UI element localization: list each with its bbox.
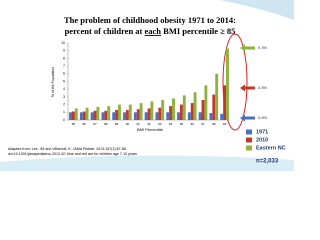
bar [226, 48, 229, 120]
bar [69, 112, 72, 120]
x-tick-label: 92 [147, 122, 151, 126]
bar [107, 106, 111, 120]
x-axis-label: BMI Percentile [137, 127, 164, 132]
arrow [240, 44, 255, 52]
bar [82, 111, 86, 120]
y-tick-label: 8 [63, 56, 65, 60]
x-tick-label: 94 [169, 122, 173, 126]
x-tick-label: 96 [191, 122, 195, 126]
x-tick-label: 95 [180, 122, 184, 126]
bar [96, 106, 100, 120]
bar [212, 94, 216, 120]
value-label: 4.5% [258, 85, 268, 90]
x-tick-label: 85 [72, 122, 76, 126]
legend-label: Eastern NC [256, 145, 286, 151]
y-tick-label: 1 [63, 110, 65, 114]
bar [150, 101, 154, 120]
bar [79, 112, 83, 120]
highlight-ellipse [222, 33, 248, 131]
legend-swatch [246, 129, 252, 135]
bar [155, 112, 159, 120]
bar [139, 103, 143, 120]
x-tick-label: 97 [201, 122, 205, 126]
bar [118, 104, 121, 120]
bar [133, 112, 137, 120]
bar [190, 103, 194, 120]
bar [123, 112, 126, 120]
y-tick-label: 6 [63, 72, 65, 76]
y-tick-label: 4 [63, 87, 65, 91]
y-tick-label: 5 [63, 79, 65, 83]
y-tick-label: 10 [61, 41, 65, 45]
bar [193, 92, 197, 120]
y-tick-label: 0 [63, 118, 65, 122]
bar [198, 112, 202, 120]
bar [201, 99, 205, 120]
bar [115, 109, 119, 120]
x-tick-label: 86 [83, 122, 87, 126]
bar [204, 85, 208, 120]
x-tick-label: 89 [115, 122, 119, 126]
bar [215, 73, 219, 120]
legend-label: 1971 [256, 129, 268, 135]
bar [172, 98, 175, 120]
bar [209, 113, 213, 120]
y-tick-label: 3 [63, 95, 65, 99]
bar [161, 99, 165, 120]
x-tick-label: 98 [212, 122, 216, 126]
bar [182, 95, 186, 120]
slide: The problem of childhood obesity 1971 to… [0, 0, 294, 171]
y-tick-label: 2 [63, 103, 65, 107]
y-tick-label: 7 [63, 64, 65, 68]
arrow [240, 114, 255, 122]
value-label: 9.3% [258, 45, 268, 50]
legend-swatch [246, 137, 252, 143]
title: percent of children at each BMI percenti… [65, 26, 236, 36]
legend-label: 2010 [256, 137, 268, 143]
bar [220, 113, 224, 120]
x-tick-label: 93 [158, 122, 162, 126]
title-emphasis: each [145, 26, 162, 36]
decor [0, 155, 294, 171]
bar [104, 110, 108, 120]
x-tick-label: 87 [93, 122, 97, 126]
arrow [240, 84, 255, 92]
bar [101, 112, 105, 120]
title-part: BMI percentile ≥ 85 [161, 26, 235, 36]
y-axis-label: % of the Population [51, 67, 55, 97]
x-tick-label: 91 [137, 122, 141, 126]
y-tick-label: 9 [63, 49, 65, 53]
bar [90, 112, 94, 120]
x-tick-label: 99 [223, 122, 227, 126]
bar [74, 108, 78, 120]
decor [220, 0, 294, 20]
value-label: 0.8% [258, 115, 268, 120]
bar [93, 110, 97, 120]
bar [169, 106, 173, 120]
bar [71, 111, 75, 120]
legend-swatch [246, 145, 252, 151]
bar [85, 107, 89, 120]
x-tick-label: 90 [126, 122, 130, 126]
title: The problem of childhood obesity 1971 to… [64, 15, 236, 25]
title-part: percent of children at [65, 26, 145, 36]
bar [112, 112, 116, 120]
bar [125, 109, 129, 120]
bar [177, 112, 180, 120]
x-tick-label: 88 [104, 122, 108, 126]
bar [136, 109, 140, 120]
bar [158, 107, 162, 120]
legend-note: n=2,033 [256, 159, 279, 165]
bar [128, 104, 132, 120]
bar [147, 108, 151, 120]
bar [179, 104, 183, 120]
bar [144, 112, 148, 120]
source: Adapted from: Lee, JM and Villarreal, E.… [8, 147, 127, 151]
bar [166, 112, 170, 120]
bar [187, 112, 191, 120]
bar [223, 85, 227, 120]
source: doi:10.1001/jamapediatrics.2013.42; blue… [8, 152, 137, 156]
